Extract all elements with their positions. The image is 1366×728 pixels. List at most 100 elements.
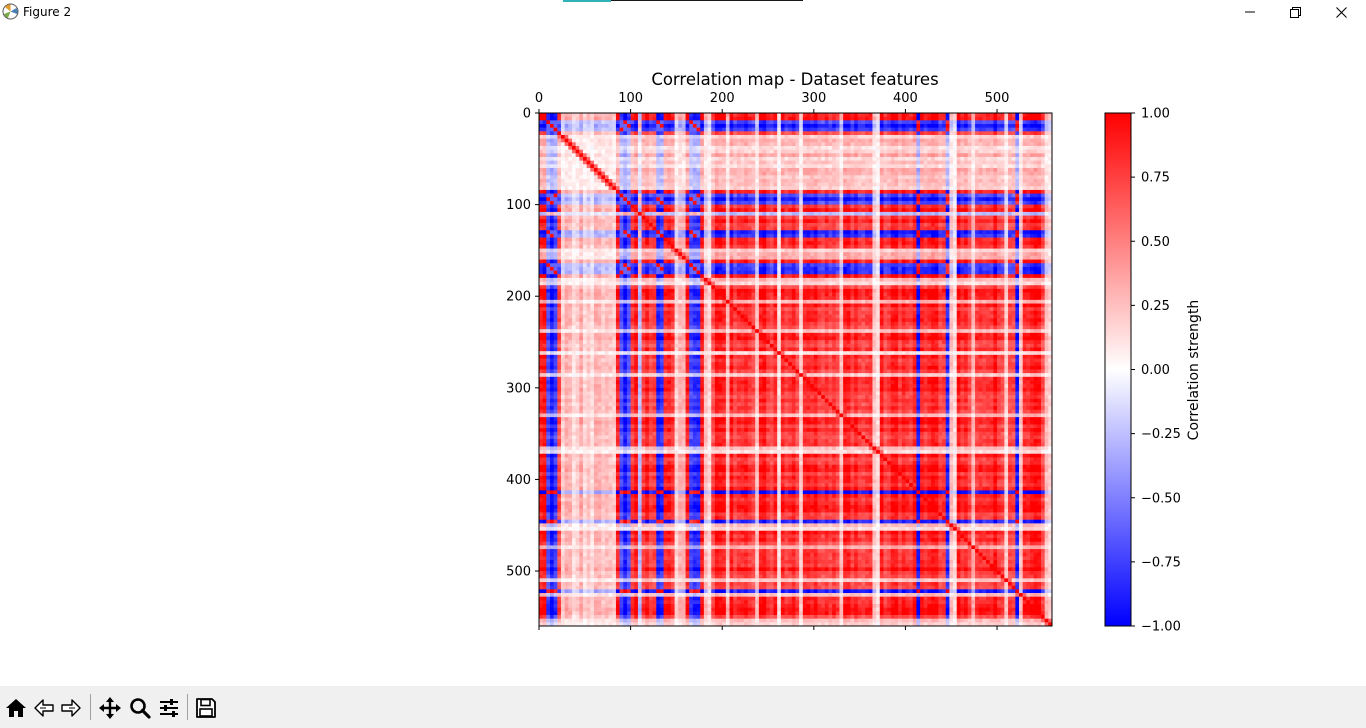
close-button[interactable] [1318,0,1364,24]
heatmap-cell [843,164,848,169]
heatmap-cell [839,127,844,132]
heatmap-cell [931,233,936,239]
heatmap-cell [813,204,818,209]
heatmap-cell [993,226,998,231]
heatmap-cell [718,175,723,180]
heatmap-cell [909,167,914,173]
heatmap-cell [725,138,731,143]
heatmap-cell [579,182,584,187]
heatmap-cell [689,138,694,143]
heatmap-cell [949,116,954,121]
heatmap-cell [828,156,833,162]
heatmap-cell [868,134,873,140]
heatmap-cell [601,123,606,129]
heatmap-cell [773,153,778,158]
heatmap-cell [648,178,654,184]
heatmap-cell [615,131,621,136]
heatmap-cell [883,167,888,173]
heatmap-cell [615,149,621,154]
heatmap-cell [846,222,851,228]
heatmap-cell [593,113,599,118]
heatmap-cell [560,197,566,202]
heatmap-cell [604,134,610,140]
heatmap-cell [1004,153,1009,158]
heatmap-cell [1026,149,1031,154]
heatmap-cell [711,200,716,206]
heatmap-cell [571,138,577,143]
minimize-button[interactable] [1227,0,1273,24]
heatmap-cell [876,116,881,121]
heatmap-cell [784,219,789,224]
heatmap-cell [788,186,793,191]
heatmap-cell [861,193,866,198]
heatmap-cell [799,193,804,198]
restore-button[interactable] [1272,0,1318,24]
heatmap-cell [795,153,800,158]
heatmap-cell [901,222,906,228]
heatmap-cell [777,211,782,217]
heatmap-cell [582,189,588,195]
heatmap-cell [725,233,731,239]
heatmap-cell [971,233,976,239]
heatmap-cell [597,226,602,231]
heatmap-cell [579,123,584,129]
heatmap-cell [586,113,591,118]
heatmap-cell [659,116,665,121]
heatmap-cell [832,175,837,180]
heatmap-cell [857,134,862,140]
heatmap-cell [865,208,870,213]
heatmap-cell [586,116,591,121]
heatmap-cell [685,127,690,132]
heatmap-cell [894,208,899,213]
heatmap-cell [615,219,621,224]
heatmap-cell [1008,164,1013,169]
heatmap-cell [1048,197,1053,202]
heatmap-cell [608,153,613,158]
heatmap-cell [978,197,983,202]
heatmap-cell [956,127,961,132]
heatmap-cell [1037,189,1042,195]
heatmap-cell [1011,222,1016,228]
heatmap-cell [971,131,976,136]
heatmap-cell [788,113,793,118]
heatmap-cell [989,233,994,239]
heatmap-cell [1041,116,1046,121]
heatmap-cell [876,208,881,213]
heatmap-cell [894,116,899,121]
heatmap-cell [1033,113,1038,118]
heatmap-cell [604,149,610,154]
heatmap-cell [949,175,954,180]
heatmap-cell [967,153,972,158]
heatmap-cell [549,178,555,184]
heatmap-cell [971,153,976,158]
heatmap-cell [612,138,617,143]
heatmap-cell [1044,222,1049,228]
heatmap-cell [795,178,800,184]
heatmap-cell [593,149,599,154]
heatmap-cell [747,222,753,228]
heatmap-cell [604,178,610,184]
heatmap-cell [795,233,800,239]
heatmap-cell [788,153,793,158]
heatmap-cell [597,156,602,162]
heatmap-cell [817,182,822,187]
heatmap-cell [868,153,873,158]
heatmap-cell [949,197,954,202]
heatmap-cell [923,186,928,191]
heatmap-cell [975,204,980,209]
heatmap-cell [575,131,580,136]
heatmap-cell [898,127,903,132]
heatmap-cell [894,123,899,129]
heatmap-cell [608,233,613,239]
heatmap-cell [546,200,551,206]
heatmap-cell [1004,120,1009,125]
heatmap-cell [766,193,771,198]
heatmap-cell [564,171,569,176]
heatmap-cell [586,182,591,187]
figure-canvas[interactable]: Correlation map - Dataset features 0 100 2… [0,24,1366,686]
heatmap-cell [865,230,870,235]
heatmap-cell [725,142,731,147]
heatmap-cell [597,138,602,143]
heatmap-cell [663,131,668,136]
heatmap-cell [681,215,687,220]
